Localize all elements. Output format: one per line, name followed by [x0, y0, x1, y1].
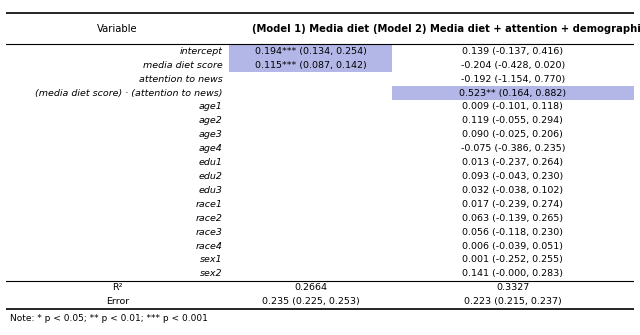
Bar [392, 86, 634, 100]
Text: -0.075 (-0.386, 0.235): -0.075 (-0.386, 0.235) [461, 144, 565, 153]
Text: 0.115*** (0.087, 0.142): 0.115*** (0.087, 0.142) [255, 61, 367, 70]
Text: age2: age2 [199, 116, 223, 125]
Text: race1: race1 [196, 200, 223, 209]
Text: sex1: sex1 [200, 256, 223, 265]
Text: 0.523** (0.164, 0.882): 0.523** (0.164, 0.882) [460, 88, 566, 97]
Text: 0.006 (-0.039, 0.051): 0.006 (-0.039, 0.051) [462, 242, 563, 251]
Text: Error: Error [106, 297, 129, 306]
Text: age1: age1 [199, 103, 223, 112]
Text: race4: race4 [196, 242, 223, 251]
Text: (media diet score) · (attention to news): (media diet score) · (attention to news) [35, 88, 223, 97]
Text: 0.139 (-0.137, 0.416): 0.139 (-0.137, 0.416) [462, 47, 563, 56]
Text: (Model 1) Media diet: (Model 1) Media diet [252, 24, 369, 34]
Text: edu2: edu2 [199, 172, 223, 181]
Text: 0.093 (-0.043, 0.230): 0.093 (-0.043, 0.230) [462, 172, 563, 181]
Bar [229, 58, 392, 72]
Text: 0.223 (0.215, 0.237): 0.223 (0.215, 0.237) [464, 297, 562, 306]
Text: -0.204 (-0.428, 0.020): -0.204 (-0.428, 0.020) [461, 61, 565, 70]
Text: race2: race2 [196, 214, 223, 223]
Text: (Model 2) Media diet + attention + demographics: (Model 2) Media diet + attention + demog… [373, 24, 640, 34]
Text: 0.063 (-0.139, 0.265): 0.063 (-0.139, 0.265) [462, 214, 563, 223]
Text: R²: R² [113, 283, 123, 292]
Text: edu3: edu3 [199, 186, 223, 195]
Text: Note: * p < 0.05; ** p < 0.01; *** p < 0.001: Note: * p < 0.05; ** p < 0.01; *** p < 0… [10, 314, 207, 323]
Text: intercept: intercept [180, 47, 223, 56]
Text: attention to news: attention to news [139, 75, 223, 84]
Text: 0.141 (-0.000, 0.283): 0.141 (-0.000, 0.283) [462, 269, 563, 278]
Text: race3: race3 [196, 228, 223, 237]
Text: 0.119 (-0.055, 0.294): 0.119 (-0.055, 0.294) [463, 116, 563, 125]
Text: age4: age4 [199, 144, 223, 153]
Text: sex2: sex2 [200, 269, 223, 278]
Text: 0.194*** (0.134, 0.254): 0.194*** (0.134, 0.254) [255, 47, 367, 56]
Text: 0.013 (-0.237, 0.264): 0.013 (-0.237, 0.264) [462, 158, 563, 167]
Text: age3: age3 [199, 130, 223, 139]
Bar [229, 45, 392, 58]
Text: 0.3327: 0.3327 [496, 283, 529, 292]
Text: 0.017 (-0.239, 0.274): 0.017 (-0.239, 0.274) [462, 200, 563, 209]
Text: 0.2664: 0.2664 [294, 283, 327, 292]
Text: 0.032 (-0.038, 0.102): 0.032 (-0.038, 0.102) [462, 186, 563, 195]
Text: edu1: edu1 [199, 158, 223, 167]
Text: 0.235 (0.225, 0.253): 0.235 (0.225, 0.253) [262, 297, 360, 306]
Text: 0.001 (-0.252, 0.255): 0.001 (-0.252, 0.255) [463, 256, 563, 265]
Text: -0.192 (-1.154, 0.770): -0.192 (-1.154, 0.770) [461, 75, 565, 84]
Text: 0.090 (-0.025, 0.206): 0.090 (-0.025, 0.206) [463, 130, 563, 139]
Text: Variable: Variable [97, 24, 138, 34]
Text: 0.056 (-0.118, 0.230): 0.056 (-0.118, 0.230) [462, 228, 563, 237]
Text: 0.009 (-0.101, 0.118): 0.009 (-0.101, 0.118) [463, 103, 563, 112]
Text: media diet score: media diet score [143, 61, 223, 70]
